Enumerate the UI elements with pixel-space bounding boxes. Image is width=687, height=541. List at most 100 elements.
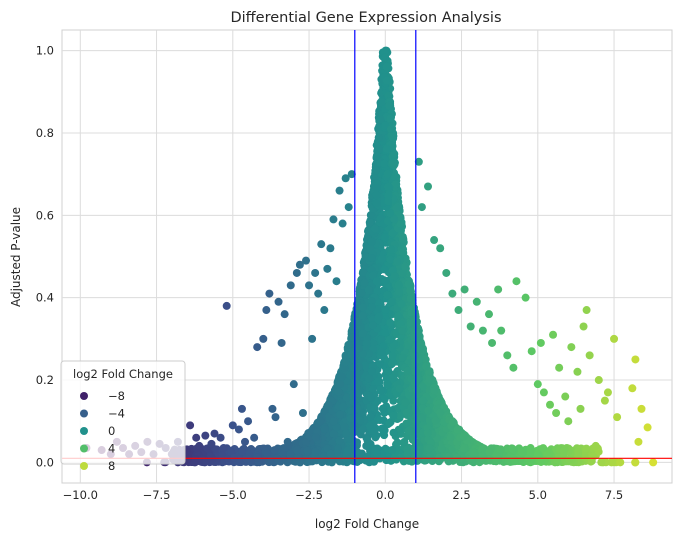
gene-point	[385, 419, 394, 428]
gene-point	[383, 169, 392, 178]
gene-point	[342, 429, 351, 438]
gene-point	[364, 286, 373, 295]
gene-point	[365, 374, 374, 383]
gene-point	[404, 280, 413, 289]
gene-point	[370, 427, 379, 436]
gene-point	[367, 297, 376, 306]
gene-point	[384, 191, 393, 200]
x-tick-label: −5.0	[219, 488, 247, 502]
gene-point	[383, 217, 392, 226]
gene-point	[381, 53, 390, 62]
x-tick-label: 0.0	[376, 488, 394, 502]
gene-point	[357, 288, 366, 297]
gene-point	[393, 312, 402, 321]
gene-point	[380, 328, 389, 337]
gene-point	[353, 404, 362, 413]
gene-point	[339, 402, 348, 411]
gene-point	[393, 257, 402, 266]
gene-point	[417, 413, 426, 422]
gene-point	[631, 458, 640, 467]
x-axis-ticks: −10.0 −7.5 −5.0 −2.5 0.0 2.5 5.0 7.5	[63, 488, 624, 502]
gene-point	[425, 375, 434, 384]
gene-point	[415, 345, 424, 354]
gene-point	[354, 344, 363, 353]
gene-point	[349, 321, 358, 330]
gene-point	[367, 367, 376, 376]
gene-point	[372, 277, 381, 286]
gene-point	[398, 353, 407, 362]
data-points	[82, 46, 658, 467]
gene-point	[373, 287, 382, 296]
gene-point	[382, 374, 391, 383]
gene-point	[406, 294, 415, 303]
gene-point	[384, 197, 393, 206]
gene-point	[459, 432, 468, 441]
gene-point	[431, 416, 440, 425]
gene-point	[396, 220, 405, 229]
gene-point	[387, 297, 396, 306]
gene-point	[320, 425, 329, 434]
gene-point	[395, 384, 404, 393]
gene-point	[358, 425, 367, 434]
gene-point	[381, 121, 390, 130]
gene-point	[367, 237, 376, 246]
gene-point	[386, 114, 395, 123]
gene-point	[396, 411, 405, 420]
gene-point	[382, 145, 391, 154]
gene-point	[366, 244, 375, 253]
gene-point	[372, 191, 381, 200]
x-tick-label: −7.5	[143, 488, 171, 502]
gene-point	[324, 401, 333, 410]
gene-point	[382, 76, 391, 85]
gene-point	[369, 384, 378, 393]
gene-point	[430, 386, 439, 395]
gene-point	[375, 312, 384, 321]
x-tick-label: −10.0	[63, 488, 98, 502]
gene-point	[336, 410, 345, 419]
gene-point	[398, 269, 407, 278]
y-axis-ticks: 0.00.20.40.60.81.0	[36, 44, 54, 470]
gene-point	[373, 396, 382, 405]
gene-point	[392, 203, 401, 212]
gene-point	[402, 408, 411, 417]
gene-point	[370, 404, 379, 413]
gene-point	[388, 351, 397, 360]
gene-point	[337, 372, 346, 381]
gene-point	[377, 335, 386, 344]
gene-point	[394, 281, 403, 290]
gene-point	[380, 265, 389, 274]
gene-point	[381, 305, 390, 314]
gene-point	[398, 327, 407, 336]
gene-point	[347, 350, 356, 359]
gene-point	[402, 419, 411, 428]
gene-point	[376, 115, 385, 124]
gene-point	[329, 417, 338, 426]
gene-point	[329, 429, 338, 438]
gene-point	[369, 271, 378, 280]
gene-point	[399, 438, 408, 447]
gene-point	[365, 218, 374, 227]
gene-point	[311, 433, 320, 442]
gene-point	[389, 374, 398, 383]
gene-point	[395, 287, 404, 296]
gene-point	[358, 303, 367, 312]
gene-point	[374, 133, 383, 142]
gene-point	[422, 362, 431, 371]
gene-point	[366, 211, 375, 220]
gene-point	[418, 396, 427, 405]
gene-point	[448, 418, 457, 427]
gene-point	[367, 393, 376, 402]
gene-point	[370, 224, 379, 233]
gene-point	[359, 329, 368, 338]
gene-point	[360, 279, 369, 288]
gene-point	[372, 166, 381, 175]
gene-point	[398, 247, 407, 256]
gene-point	[376, 386, 385, 395]
gene-point	[386, 255, 395, 264]
gene-point	[412, 386, 421, 395]
gene-point	[411, 378, 420, 387]
gene-point	[346, 371, 355, 380]
gene-point	[378, 404, 387, 413]
gene-point	[356, 355, 365, 364]
gene-point	[372, 151, 381, 160]
